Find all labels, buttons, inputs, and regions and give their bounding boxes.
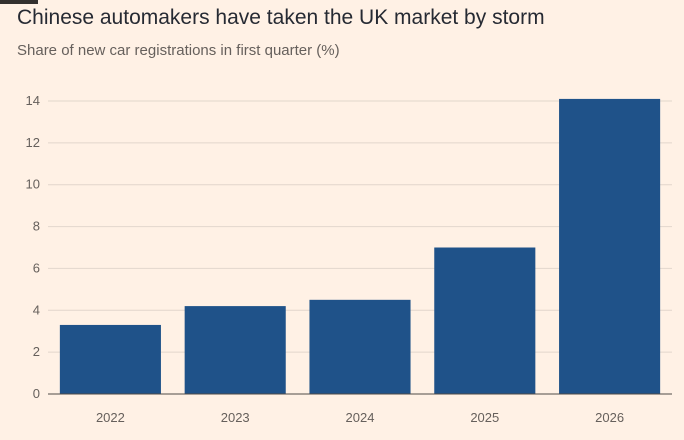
y-tick-label: 4 [33,302,40,317]
bar-2022 [59,324,161,394]
bar-2023 [184,306,286,394]
y-tick-label: 12 [26,135,40,150]
bar-2024 [309,299,411,394]
y-tick-label: 2 [33,344,40,359]
y-tick-label: 6 [33,260,40,275]
bar-2025 [434,247,536,394]
x-tick-label: 2025 [470,410,499,425]
x-tick-label: 2023 [221,410,250,425]
x-tick-label: 2022 [96,410,125,425]
bar-2026 [559,98,661,395]
brand-bar [0,0,38,4]
x-tick-label: 2026 [595,410,624,425]
y-tick-label: 14 [26,93,40,108]
chart-subtitle: Share of new car registrations in first … [17,42,340,59]
y-tick-label: 0 [33,386,40,401]
y-tick-label: 10 [26,177,40,192]
x-tick-label: 2024 [346,410,375,425]
y-tick-label: 8 [33,219,40,234]
chart-title: Chinese automakers have taken the UK mar… [17,6,545,29]
